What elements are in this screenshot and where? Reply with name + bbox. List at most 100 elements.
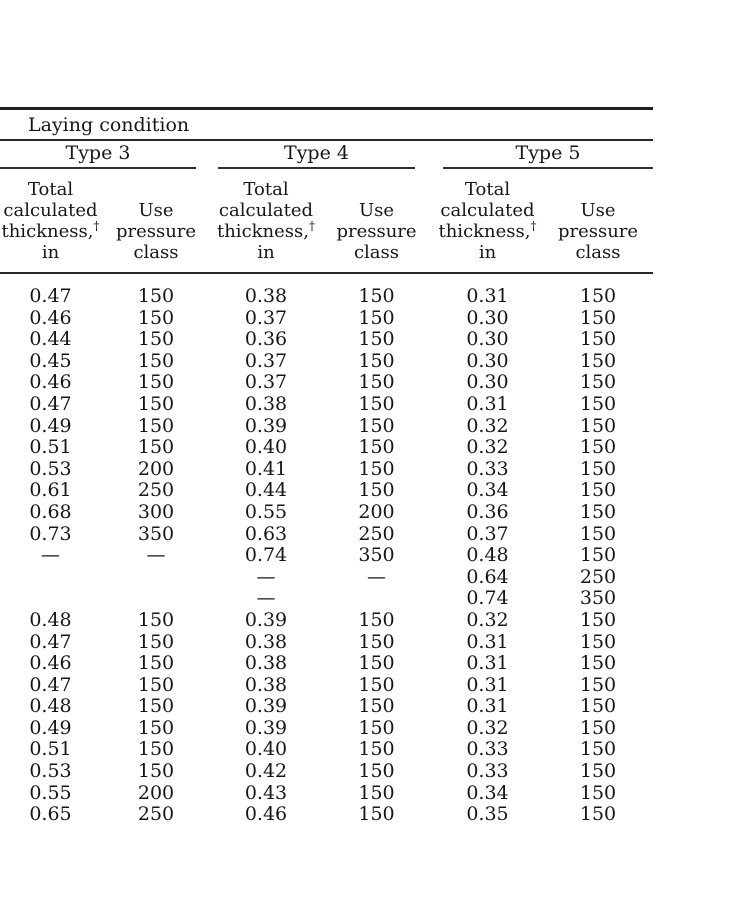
table-row: 0.47 150 0.38 150 0.31 150: [0, 392, 653, 416]
table-cell: 0.37: [466, 522, 509, 545]
table-cell: 150: [579, 392, 617, 415]
table-cell: 0.46: [29, 371, 72, 394]
table-cell: 0.55: [29, 781, 72, 804]
table-cell: 150: [137, 349, 175, 372]
table-cell: 0.53: [29, 457, 72, 480]
table-cell: 0.46: [29, 652, 72, 675]
table-cell: 150: [579, 500, 617, 523]
table-row: 0.61 250 0.44 150 0.34 150: [0, 480, 653, 502]
table-cell: 150: [579, 328, 617, 351]
table-row: 0.49 150 0.39 150 0.32 150: [0, 414, 653, 438]
table-cell: 150: [579, 285, 617, 307]
table-cell: 0.31: [466, 695, 509, 718]
col-header-thickness-type5: Total calculated thickness,† in: [432, 179, 543, 263]
table-row: 0.47 150 0.38 150 0.31 150: [0, 285, 653, 308]
table-cell: 0.38: [244, 673, 288, 696]
table-cell: 0.31: [466, 392, 509, 415]
table-cell: —: [367, 565, 386, 588]
table-cell: 150: [358, 738, 395, 761]
table-cell: 150: [579, 544, 617, 567]
table-cell: 0.30: [466, 349, 509, 372]
table-row: 0.51 150 0.40 150 0.33 150: [0, 739, 653, 761]
table-row: 0.49 150 0.39 150 0.32 150: [0, 716, 653, 740]
table-cell: 0.49: [29, 716, 72, 739]
table-cell: 0.39: [244, 716, 288, 739]
table-cell: 150: [579, 738, 617, 761]
header-line: calculated: [440, 200, 535, 221]
table-row: 0.48 150 0.39 150 0.31 150: [0, 696, 653, 718]
table-cell: 150: [137, 414, 175, 437]
table-cell: 150: [579, 652, 617, 675]
table-cell: 150: [137, 760, 175, 783]
table-cell: 150: [358, 760, 395, 783]
header-line: pressure: [115, 221, 197, 242]
table-cell: 250: [358, 522, 395, 545]
header-line: calculated: [218, 200, 314, 221]
table-cell: 0.41: [244, 457, 288, 480]
table-cell: 150: [137, 371, 175, 394]
table-cell: 150: [579, 414, 617, 437]
dagger-footnote-mark: †: [530, 219, 537, 233]
table-cell: 0.38: [244, 392, 288, 415]
table-row: — — 0.74 350 0.48 150: [0, 545, 653, 567]
table-cell: [321, 588, 432, 610]
col-header-pressure-type4: Use pressure class: [321, 200, 432, 263]
table-row: 0.45 150 0.37 150 0.30 150: [0, 349, 653, 373]
table-cell: 150: [358, 608, 395, 631]
table-cell: 150: [579, 716, 617, 739]
table-cell: 0.68: [29, 500, 72, 523]
table-cell: 150: [579, 695, 617, 718]
table-cell: 0.37: [244, 371, 288, 394]
table-cell: 0.30: [466, 328, 509, 351]
table-cell: 0.46: [29, 306, 72, 329]
table-cell: 150: [358, 371, 395, 394]
table-cell: 0.30: [466, 371, 509, 394]
table-cell: 0.46: [244, 803, 288, 826]
table-cell: 350: [137, 522, 175, 545]
table-cell: 150: [579, 479, 617, 502]
table-cell: 150: [358, 479, 395, 502]
pressure-class-table: Laying condition Type 3 Type 4 Type 5 To…: [0, 107, 653, 826]
table-cell: —: [256, 587, 276, 610]
table-cell: 150: [358, 673, 395, 696]
table-cell: —: [146, 544, 166, 567]
table-cell: 0.43: [244, 781, 288, 804]
table-cell: 0.39: [244, 608, 288, 631]
header-line: Use: [138, 200, 174, 221]
header-line: class: [575, 242, 621, 263]
table-cell: 150: [579, 630, 617, 653]
table-cell: 0.51: [29, 436, 72, 459]
table-cell: 150: [137, 328, 175, 351]
table-cell: 150: [579, 371, 617, 394]
table-cell: 0.44: [29, 328, 72, 351]
table-cell: [101, 588, 211, 610]
table-cell: 150: [358, 349, 395, 372]
table-row: 0.73 350 0.63 250 0.37 150: [0, 522, 653, 546]
table-cell: [0, 567, 101, 589]
table-cell: 150: [137, 738, 175, 761]
table-cell: 0.38: [244, 630, 288, 653]
laying-condition-label: Laying condition: [28, 113, 190, 136]
table-cell: 200: [137, 781, 175, 804]
type4-header: Type 4: [218, 141, 415, 169]
table-cell: 0.73: [29, 522, 72, 545]
table-cell: 0.44: [244, 479, 288, 502]
table-cell: [101, 567, 211, 589]
table-cell: 0.63: [244, 522, 288, 545]
header-line: calculated: [3, 200, 98, 221]
table-cell: 150: [579, 457, 617, 480]
table-cell: 200: [137, 457, 175, 480]
table-cell: 150: [137, 695, 175, 718]
table-cell: —: [256, 565, 276, 588]
table-cell: 0.37: [244, 306, 288, 329]
dagger-footnote-mark: †: [93, 219, 100, 233]
table-cell: 150: [137, 673, 175, 696]
header-line: thickness,: [216, 221, 309, 242]
table-cell: 0.38: [244, 652, 288, 675]
table-cell: 150: [579, 760, 617, 783]
table-cell: 0.32: [466, 608, 509, 631]
type4-header-label: Type 4: [284, 142, 349, 164]
type3-header-label: Type 3: [65, 142, 131, 164]
header-line: in: [257, 242, 275, 263]
